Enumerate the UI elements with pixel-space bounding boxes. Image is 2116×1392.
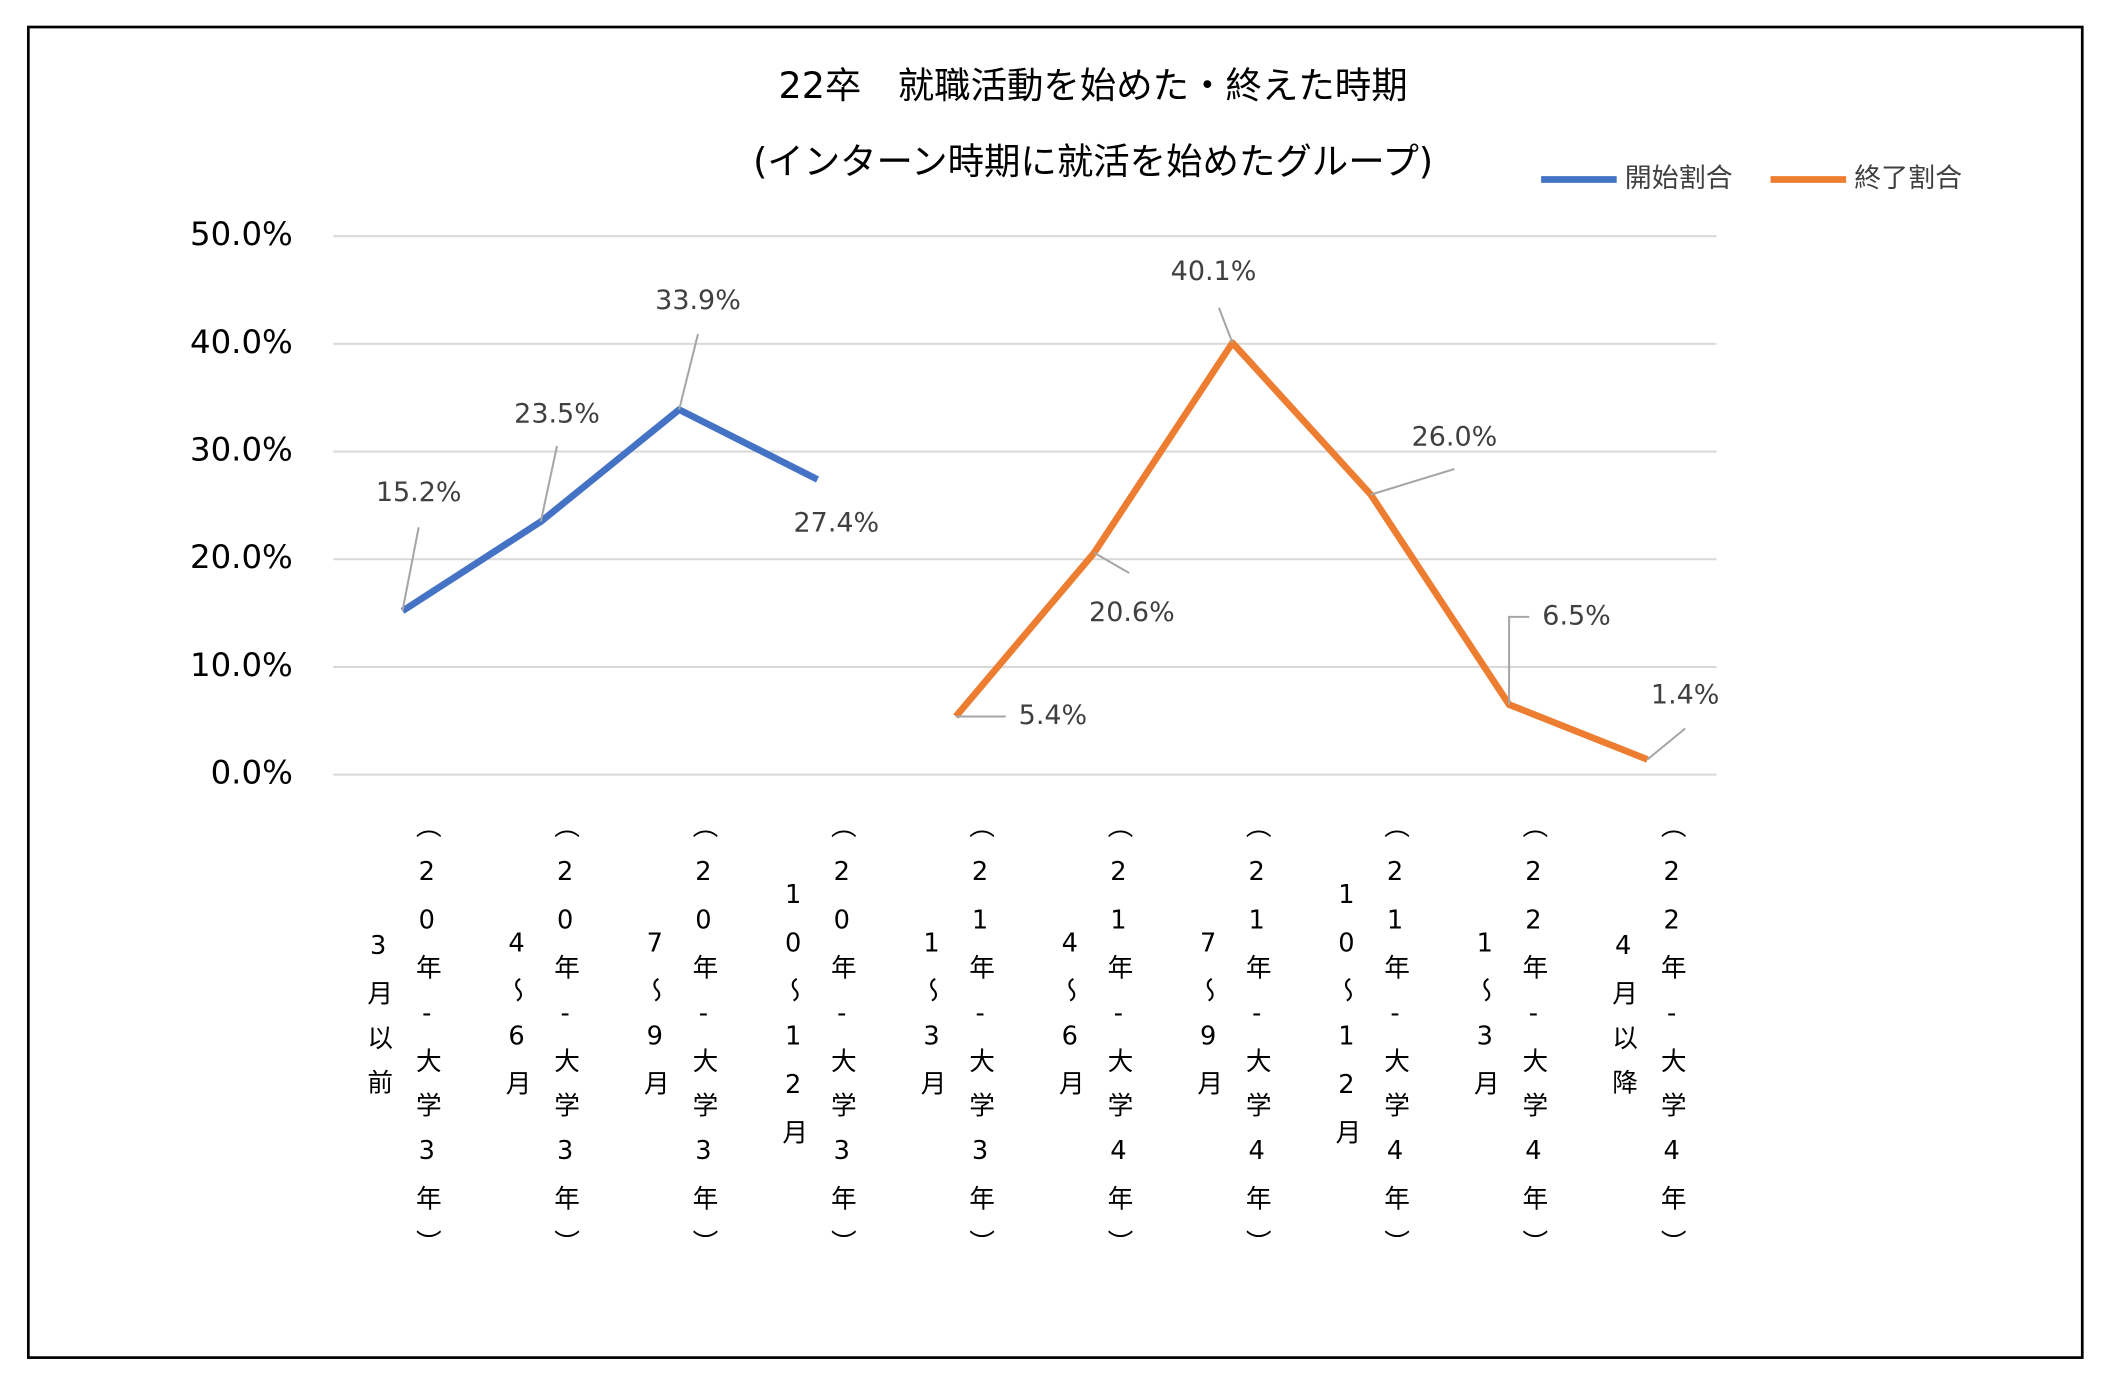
leader-line [1370, 468, 1455, 496]
legend-label: 終了割合 [1854, 163, 1962, 194]
x-tick-label-box: 7～9月 （21年-大学4年） [1165, 812, 1300, 1245]
line-series [953, 339, 1649, 763]
x-tick-label-wrap: 4～6月 （20年-大学3年） [473, 812, 608, 1245]
data-label: 27.4% [794, 508, 880, 539]
x-tick-label-box: 10～12月 （21年-大学4年） [1303, 812, 1438, 1245]
legend-label: 開始割合 [1625, 163, 1733, 194]
x-tick-label-box: 4～6月 （20年-大学3年） [473, 812, 608, 1245]
data-label: 33.9% [655, 285, 741, 316]
x-tick-label-box: 4月以降 （22年-大学4年） [1580, 812, 1715, 1245]
leader-line [1646, 727, 1686, 761]
x-tick-label: 7～9月 （21年-大学4年） [1193, 812, 1272, 1245]
data-label: 5.4% [1019, 700, 1088, 731]
x-tick-label: 10～12月 （20年-大学3年） [778, 812, 857, 1245]
y-tick-label: 20.0% [190, 538, 293, 576]
x-tick-label-box: 1～3月 （21年-大学3年） [888, 812, 1023, 1245]
x-tick-label-box: 1～3月 （22年-大学4年） [1442, 812, 1577, 1245]
chart-title: 22卒 就職活動を始めた・終えた時期 [779, 64, 1408, 107]
x-tick-label-wrap: 4月以降 （22年-大学4年） [1580, 812, 1715, 1245]
x-tick-label-wrap: 7～9月 （20年-大学3年） [612, 812, 747, 1245]
data-label: 40.1% [1171, 256, 1257, 287]
data-label: 20.6% [1089, 597, 1175, 628]
leader-line [1508, 615, 1530, 705]
x-tick-label-box: 10～12月 （20年-大学3年） [750, 812, 885, 1245]
y-tick-label: 40.0% [190, 323, 293, 361]
leader-line [1217, 307, 1234, 344]
line-series [400, 406, 820, 614]
x-tick-label: 10～12月 （21年-大学4年） [1331, 812, 1410, 1245]
data-label: 23.5% [514, 398, 600, 429]
x-tick-label-wrap: 7～9月 （21年-大学4年） [1165, 812, 1300, 1245]
x-tick-label-wrap: 10～12月 （21年-大学4年） [1303, 812, 1438, 1245]
data-label: 1.4% [1651, 680, 1720, 711]
x-tick-label: 4月以降 （22年-大学4年） [1608, 812, 1687, 1245]
y-tick-label: 0.0% [211, 754, 293, 792]
chart-border [26, 25, 2084, 1359]
data-label: 26.0% [1412, 421, 1498, 452]
data-label: 15.2% [376, 477, 462, 508]
x-tick-label: 4～6月 （21年-大学4年） [1054, 812, 1134, 1245]
y-tick-label: 10.0% [190, 646, 293, 684]
x-tick-label: 4～6月 （20年-大学3年） [501, 812, 580, 1245]
leader-line [401, 527, 420, 612]
leader-line [1093, 551, 1130, 574]
leader-line [678, 333, 700, 410]
x-tick-label-box: 3月以前 （20年-大学3年） [335, 812, 470, 1245]
chart-subtitle: (インターン時期に就活を始めたグループ) [753, 140, 1433, 183]
x-tick-label-wrap: 3月以前 （20年-大学3年） [335, 812, 470, 1245]
x-tick-label: 7～9月 （20年-大学3年） [639, 812, 719, 1245]
x-tick-label-box: 4～6月 （21年-大学4年） [1027, 812, 1162, 1245]
x-tick-label-wrap: 4～6月 （21年-大学4年） [1027, 812, 1162, 1245]
x-tick-label: 1～3月 （21年-大学3年） [916, 812, 995, 1245]
x-tick-label: 3月以前 （20年-大学3年） [363, 812, 442, 1245]
leader-line [539, 445, 558, 522]
x-tick-label: 1～3月 （22年-大学4年） [1469, 812, 1549, 1245]
y-tick-label: 30.0% [190, 431, 293, 469]
data-label: 6.5% [1542, 600, 1611, 631]
x-tick-label-wrap: 10～12月 （20年-大学3年） [750, 812, 885, 1245]
x-tick-label-wrap: 1～3月 （21年-大学3年） [888, 812, 1023, 1245]
x-tick-label-box: 7～9月 （20年-大学3年） [612, 812, 747, 1245]
y-tick-label: 50.0% [190, 215, 293, 253]
x-tick-label-wrap: 1～3月 （22年-大学4年） [1442, 812, 1577, 1245]
